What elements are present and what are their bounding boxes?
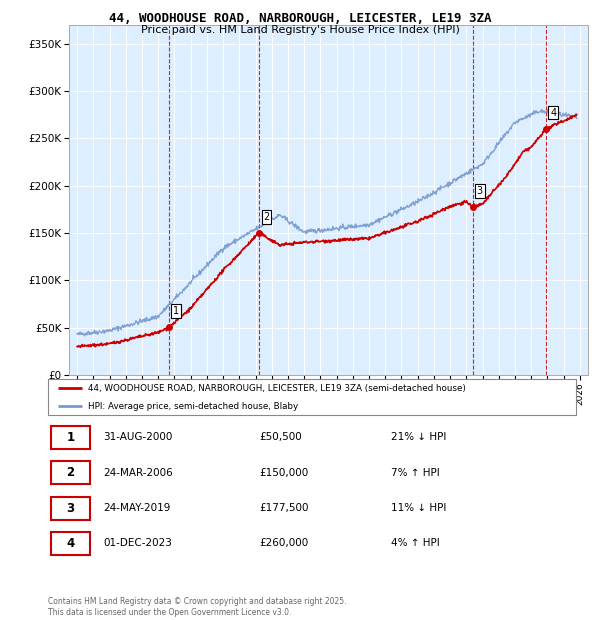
FancyBboxPatch shape <box>50 426 90 449</box>
Text: 1: 1 <box>173 306 179 316</box>
Text: 7% ↑ HPI: 7% ↑ HPI <box>391 467 440 478</box>
Text: 2: 2 <box>263 212 269 222</box>
Text: £150,000: £150,000 <box>259 467 308 478</box>
Text: 24-MAR-2006: 24-MAR-2006 <box>103 467 173 478</box>
Text: 3: 3 <box>67 502 74 515</box>
Text: 44, WOODHOUSE ROAD, NARBOROUGH, LEICESTER, LE19 3ZA: 44, WOODHOUSE ROAD, NARBOROUGH, LEICESTE… <box>109 12 491 25</box>
Text: 31-AUG-2000: 31-AUG-2000 <box>103 432 173 443</box>
Text: 4: 4 <box>550 108 556 118</box>
Text: 44, WOODHOUSE ROAD, NARBOROUGH, LEICESTER, LE19 3ZA (semi-detached house): 44, WOODHOUSE ROAD, NARBOROUGH, LEICESTE… <box>88 384 466 393</box>
FancyBboxPatch shape <box>48 379 576 415</box>
Text: 4: 4 <box>67 537 74 550</box>
Text: 4% ↑ HPI: 4% ↑ HPI <box>391 538 440 549</box>
FancyBboxPatch shape <box>50 497 90 520</box>
Text: £50,500: £50,500 <box>259 432 302 443</box>
FancyBboxPatch shape <box>50 532 90 555</box>
Text: 1: 1 <box>67 431 74 444</box>
Text: 21% ↓ HPI: 21% ↓ HPI <box>391 432 446 443</box>
Text: Price paid vs. HM Land Registry's House Price Index (HPI): Price paid vs. HM Land Registry's House … <box>140 25 460 35</box>
FancyBboxPatch shape <box>50 461 90 484</box>
Text: £260,000: £260,000 <box>259 538 308 549</box>
Text: 11% ↓ HPI: 11% ↓ HPI <box>391 503 446 513</box>
Text: 2: 2 <box>67 466 74 479</box>
Text: £177,500: £177,500 <box>259 503 309 513</box>
Text: Contains HM Land Registry data © Crown copyright and database right 2025.
This d: Contains HM Land Registry data © Crown c… <box>48 598 347 617</box>
Text: 24-MAY-2019: 24-MAY-2019 <box>103 503 171 513</box>
Text: 3: 3 <box>477 186 483 196</box>
Text: HPI: Average price, semi-detached house, Blaby: HPI: Average price, semi-detached house,… <box>88 402 298 411</box>
Text: 01-DEC-2023: 01-DEC-2023 <box>103 538 172 549</box>
